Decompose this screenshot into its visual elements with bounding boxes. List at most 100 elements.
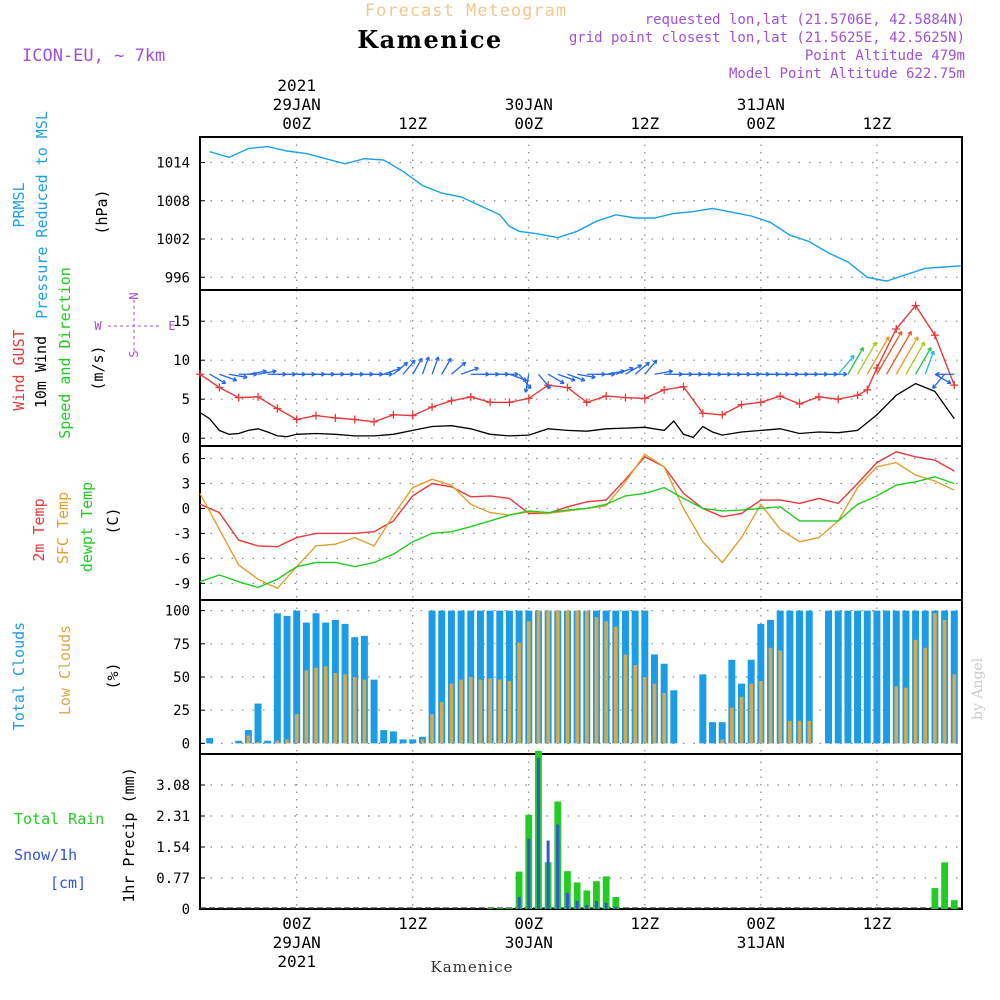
temp-label-sfc: SFC Temp xyxy=(54,492,72,564)
temp-label-unit: (C) xyxy=(104,507,122,534)
low-cloud-bar xyxy=(536,610,541,744)
compass-w: W xyxy=(94,319,102,333)
low-cloud-bar xyxy=(768,647,773,744)
low-cloud-bar xyxy=(807,720,812,744)
y-tick-label: -9 xyxy=(173,576,190,592)
low-cloud-bar xyxy=(275,740,280,744)
time-label: 2021 xyxy=(277,952,316,971)
time-label: 29JAN xyxy=(273,933,321,952)
snow-bar xyxy=(556,824,560,909)
gust-marker xyxy=(737,400,746,409)
y-tick-label: 0 xyxy=(182,902,190,918)
low-cloud-bar xyxy=(256,742,260,744)
gust-marker xyxy=(582,398,591,407)
low-cloud-bar xyxy=(304,670,309,744)
wind-direction-arrow xyxy=(547,373,565,385)
y-tick-label: 10 xyxy=(173,353,190,369)
gust-marker xyxy=(408,411,417,420)
total-cloud-bar xyxy=(486,610,494,744)
snow-bar xyxy=(614,906,618,909)
y-tick-label: 1.54 xyxy=(156,840,190,856)
low-cloud-bar xyxy=(314,667,318,744)
wind-direction-arrow xyxy=(557,373,576,382)
low-cloud-bar xyxy=(575,610,579,744)
gust-marker xyxy=(950,381,959,390)
total-cloud-bar xyxy=(428,610,436,744)
low-cloud-bar xyxy=(720,739,724,744)
gust-marker xyxy=(892,325,901,333)
time-label: 12Z xyxy=(862,114,891,133)
total-cloud-bar xyxy=(293,610,301,744)
cloud-labels: Total Clouds Low Clouds (%) xyxy=(10,622,122,730)
y-tick-label: 6 xyxy=(182,451,190,467)
wind-direction-arrow xyxy=(257,369,277,375)
gust-marker xyxy=(679,382,688,391)
y-tick-label: 15 xyxy=(173,314,190,330)
rain-bar xyxy=(583,890,591,909)
wind-direction-arrow xyxy=(209,373,227,385)
wind-direction-arrow xyxy=(924,350,935,375)
total-cloud-bar xyxy=(370,679,378,744)
wind-direction-arrow xyxy=(654,369,674,375)
wind-direction-arrow xyxy=(837,354,855,375)
total-cloud-bar xyxy=(825,610,833,744)
rain-bar xyxy=(496,908,504,909)
wind-direction-arrow xyxy=(625,364,642,375)
wind-direction-arrow xyxy=(441,357,452,375)
total-cloud-bar xyxy=(380,730,388,744)
wind-direction-arrow xyxy=(460,366,479,375)
location-title: Kamenice xyxy=(357,25,503,54)
time-label: 00Z xyxy=(746,914,775,933)
low-cloud-bar xyxy=(430,714,434,744)
gust-marker xyxy=(273,404,282,413)
wind-direction-arrow xyxy=(577,373,596,380)
low-cloud-bar xyxy=(652,683,657,744)
gust-marker xyxy=(863,385,872,394)
gust-marker xyxy=(602,392,611,401)
low-cloud-bar xyxy=(546,610,550,744)
total-cloud-bar xyxy=(863,610,871,744)
total-cloud-bar xyxy=(254,703,262,744)
low-cloud-bar xyxy=(526,621,531,744)
y-tick-label: 25 xyxy=(173,703,190,719)
wind-labels: Wind GUST 10m Wind Speed and Direction (… xyxy=(10,267,176,439)
low-cloud-bar xyxy=(952,674,957,744)
gust-marker xyxy=(718,410,727,419)
temp-labels: 2m Temp SFC Temp dewpt Temp (C) xyxy=(30,482,122,572)
model-label: ICON-EU, ~ 7km xyxy=(22,46,165,66)
pressure-label-unit: (hPa) xyxy=(93,189,111,234)
time-label: 00Z xyxy=(282,914,311,933)
low-cloud-bar xyxy=(439,702,444,744)
y-tick-label: 100 xyxy=(165,604,190,620)
low-cloud-bar xyxy=(478,679,483,744)
low-cloud-bar xyxy=(420,739,425,744)
product-title: Forecast Meteogram xyxy=(365,1,567,21)
wind-label-gust: Wind GUST xyxy=(10,329,28,410)
wind-direction-arrow xyxy=(431,356,440,375)
y-tick-label: 1008 xyxy=(156,194,190,210)
low-cloud-bar xyxy=(333,673,338,744)
wind-direction-arrow xyxy=(412,357,423,375)
low-cloud-bar xyxy=(459,679,463,744)
wind-direction-arrow xyxy=(905,341,926,375)
time-label: 00Z xyxy=(746,114,775,133)
gust-marker xyxy=(370,417,379,426)
wind-direction-arrow xyxy=(886,330,912,375)
compass-rose: N S W E xyxy=(94,292,175,357)
wind-direction-arrow xyxy=(895,336,919,375)
y-tick-label: 50 xyxy=(173,670,190,686)
temp-label-dewpt: dewpt Temp xyxy=(78,482,96,572)
y-tick-label: 3 xyxy=(182,476,190,492)
rain-bar xyxy=(593,881,600,909)
total-cloud-bar xyxy=(409,739,417,744)
temp-dewpt-line xyxy=(199,476,955,589)
snow-bar xyxy=(565,892,569,909)
low-cloud-bar xyxy=(633,665,637,744)
gust-marker xyxy=(776,392,785,401)
gust-marker xyxy=(196,370,204,379)
cloud-label-low: Low Clouds xyxy=(56,625,74,715)
y-tick-label: 2.31 xyxy=(156,809,190,825)
total-cloud-bar xyxy=(844,610,852,744)
time-label: 12Z xyxy=(630,914,659,933)
total-cloud-bar xyxy=(273,613,281,744)
